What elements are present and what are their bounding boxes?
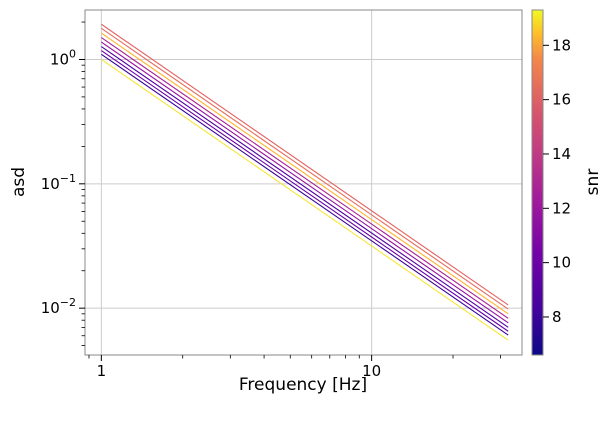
y-tick-label: 100 xyxy=(50,47,76,68)
series-line xyxy=(101,46,509,328)
y-tick-label: 10−1 xyxy=(41,172,76,193)
x-axis: 1 10 xyxy=(88,355,501,380)
colorbar-tick-label: 14 xyxy=(552,145,571,163)
x-axis-label: Frequency [Hz] xyxy=(239,375,367,395)
series-lines xyxy=(101,23,509,341)
series-line xyxy=(101,37,509,319)
colorbar-tick-label: 16 xyxy=(552,91,571,109)
colorbar-tick-label: 8 xyxy=(552,308,562,326)
series-line xyxy=(101,41,509,324)
colorbar: 8 10 12 14 16 18 snr xyxy=(531,9,603,356)
grid-lines xyxy=(85,10,522,355)
colorbar-tick-label: 18 xyxy=(552,36,571,54)
series-line xyxy=(101,53,509,336)
y-axis-label: asd xyxy=(9,167,29,197)
series-line xyxy=(101,23,509,306)
plot-frame xyxy=(84,9,523,356)
colorbar-label: snr xyxy=(583,169,603,196)
colorbar-tick-label: 12 xyxy=(552,199,571,217)
y-axis: 100 10−1 10−2 xyxy=(41,21,85,346)
x-tick-label: 1 xyxy=(97,362,107,380)
series-line xyxy=(101,32,509,315)
series-line xyxy=(101,50,509,332)
series-line xyxy=(101,27,509,310)
colorbar-gradient xyxy=(531,9,544,356)
colorbar-tick-label: 10 xyxy=(552,254,571,272)
y-tick-label: 10−2 xyxy=(41,296,76,317)
x-tick-label: 10 xyxy=(362,362,381,380)
colorbar-ticks: 8 10 12 14 16 18 xyxy=(543,36,571,326)
series-line xyxy=(101,59,509,341)
